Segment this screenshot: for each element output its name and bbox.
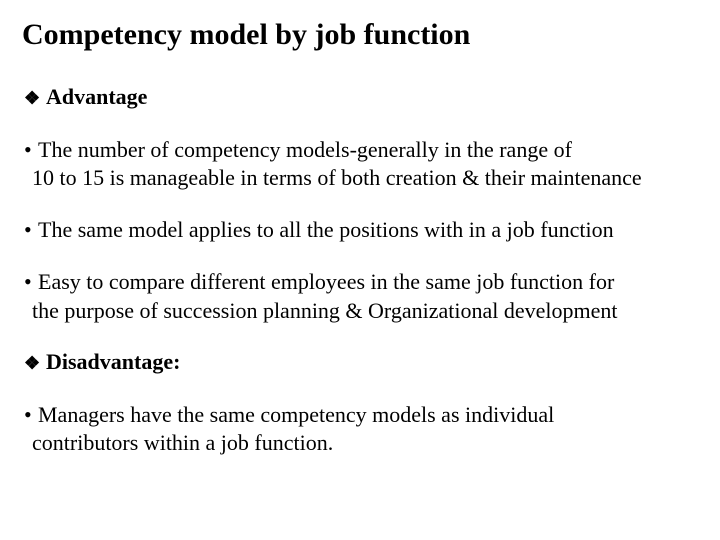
bullet-icon: • bbox=[24, 268, 38, 296]
bullet-icon: • bbox=[24, 216, 38, 244]
advantage-item-line2: 10 to 15 is manageable in terms of both … bbox=[22, 165, 642, 190]
bullet-icon: • bbox=[24, 136, 38, 164]
diamond-bullet-icon: ❖ bbox=[24, 354, 38, 372]
disadvantage-list: •Managers have the same competency model… bbox=[22, 401, 698, 457]
disadvantage-item-line2: contributors within a job function. bbox=[22, 430, 333, 455]
disadvantage-heading-text: Disadvantage: bbox=[46, 349, 180, 375]
disadvantage-item-line1: Managers have the same competency models… bbox=[38, 402, 554, 427]
disadvantage-heading: ❖ Disadvantage: bbox=[22, 349, 698, 375]
bullet-icon: • bbox=[24, 401, 38, 429]
advantage-item: •The same model applies to all the posit… bbox=[22, 216, 698, 244]
advantage-heading-text: Advantage bbox=[46, 84, 147, 110]
page-title: Competency model by job function bbox=[22, 18, 698, 52]
diamond-bullet-icon: ❖ bbox=[24, 89, 38, 107]
advantage-list: •The number of competency models-general… bbox=[22, 136, 698, 325]
advantage-item-line1: The same model applies to all the positi… bbox=[38, 217, 614, 242]
disadvantage-item: •Managers have the same competency model… bbox=[22, 401, 698, 457]
advantage-heading: ❖ Advantage bbox=[22, 84, 698, 110]
advantage-item-line2: the purpose of succession planning & Org… bbox=[22, 298, 618, 323]
advantage-item-line1: Easy to compare different employees in t… bbox=[38, 269, 614, 294]
advantage-item-line1: The number of competency models-generall… bbox=[38, 137, 572, 162]
advantage-item: •Easy to compare different employees in … bbox=[22, 268, 698, 324]
advantage-item: •The number of competency models-general… bbox=[22, 136, 698, 192]
